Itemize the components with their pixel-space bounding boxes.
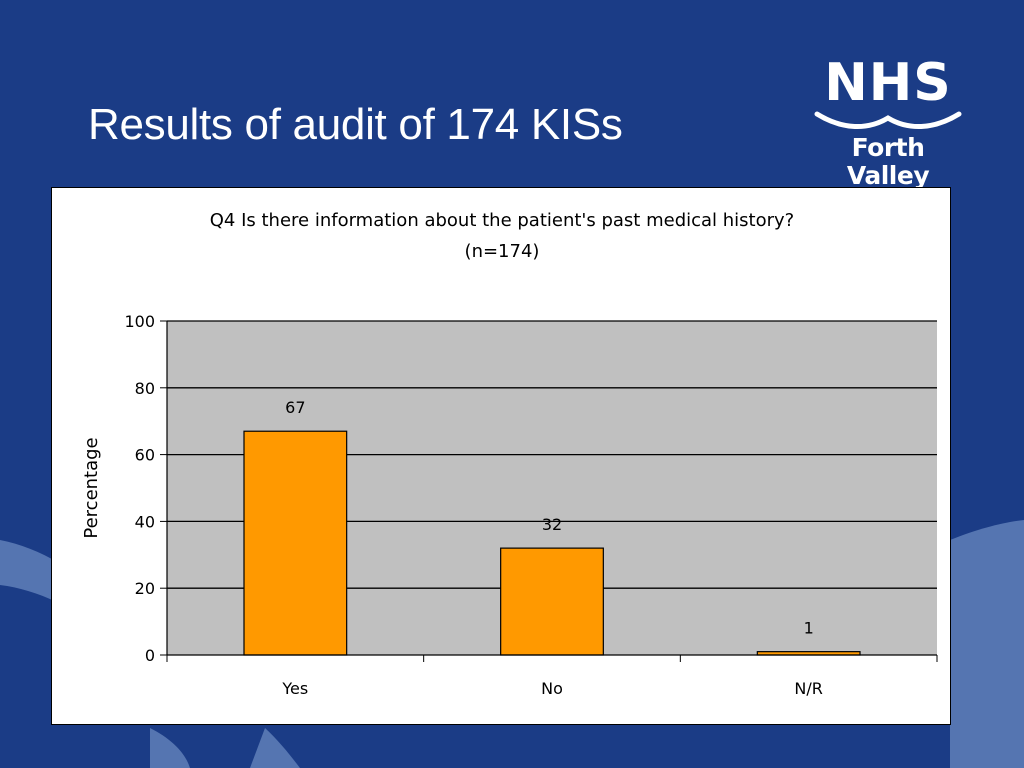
y-tick-label: 0 — [145, 646, 155, 665]
x-tick-label: Yes — [281, 679, 308, 698]
data-label: 32 — [542, 515, 562, 534]
chart-subtitle: (n=174) — [465, 241, 540, 262]
y-tick-label: 40 — [135, 512, 155, 531]
bar-yes — [243, 430, 348, 656]
data-label: 1 — [804, 619, 814, 638]
chart-panel: Q4 Is there information about the patien… — [51, 187, 951, 725]
logo-wave-icon — [814, 111, 962, 130]
y-tick-label: 80 — [135, 379, 155, 398]
labels: 0 20 40 60 80 100 67 Yes 32 No 1 N/R — [124, 312, 822, 698]
logo-nhs-text: NHS — [824, 53, 952, 113]
y-tick-label: 20 — [135, 579, 155, 598]
x-tick-label: No — [541, 679, 563, 698]
chart-title: Q4 Is there information about the patien… — [210, 210, 794, 231]
bar-no — [500, 547, 604, 656]
x-tick-label: N/R — [794, 679, 822, 698]
logo-forth-valley-text: Forth Valley — [846, 133, 930, 190]
y-axis-title: Percentage — [81, 437, 102, 538]
nhs-forth-valley-logo: NHS Forth Valley — [808, 53, 968, 190]
y-tick-label: 60 — [135, 446, 155, 465]
bar-chart: Q4 Is there information about the patien… — [81, 210, 938, 698]
axes — [160, 320, 938, 662]
y-tick-label: 100 — [124, 312, 155, 331]
slide-title: Results of audit of 174 KISs — [88, 100, 623, 149]
data-label: 67 — [285, 398, 305, 417]
bars — [243, 430, 861, 656]
